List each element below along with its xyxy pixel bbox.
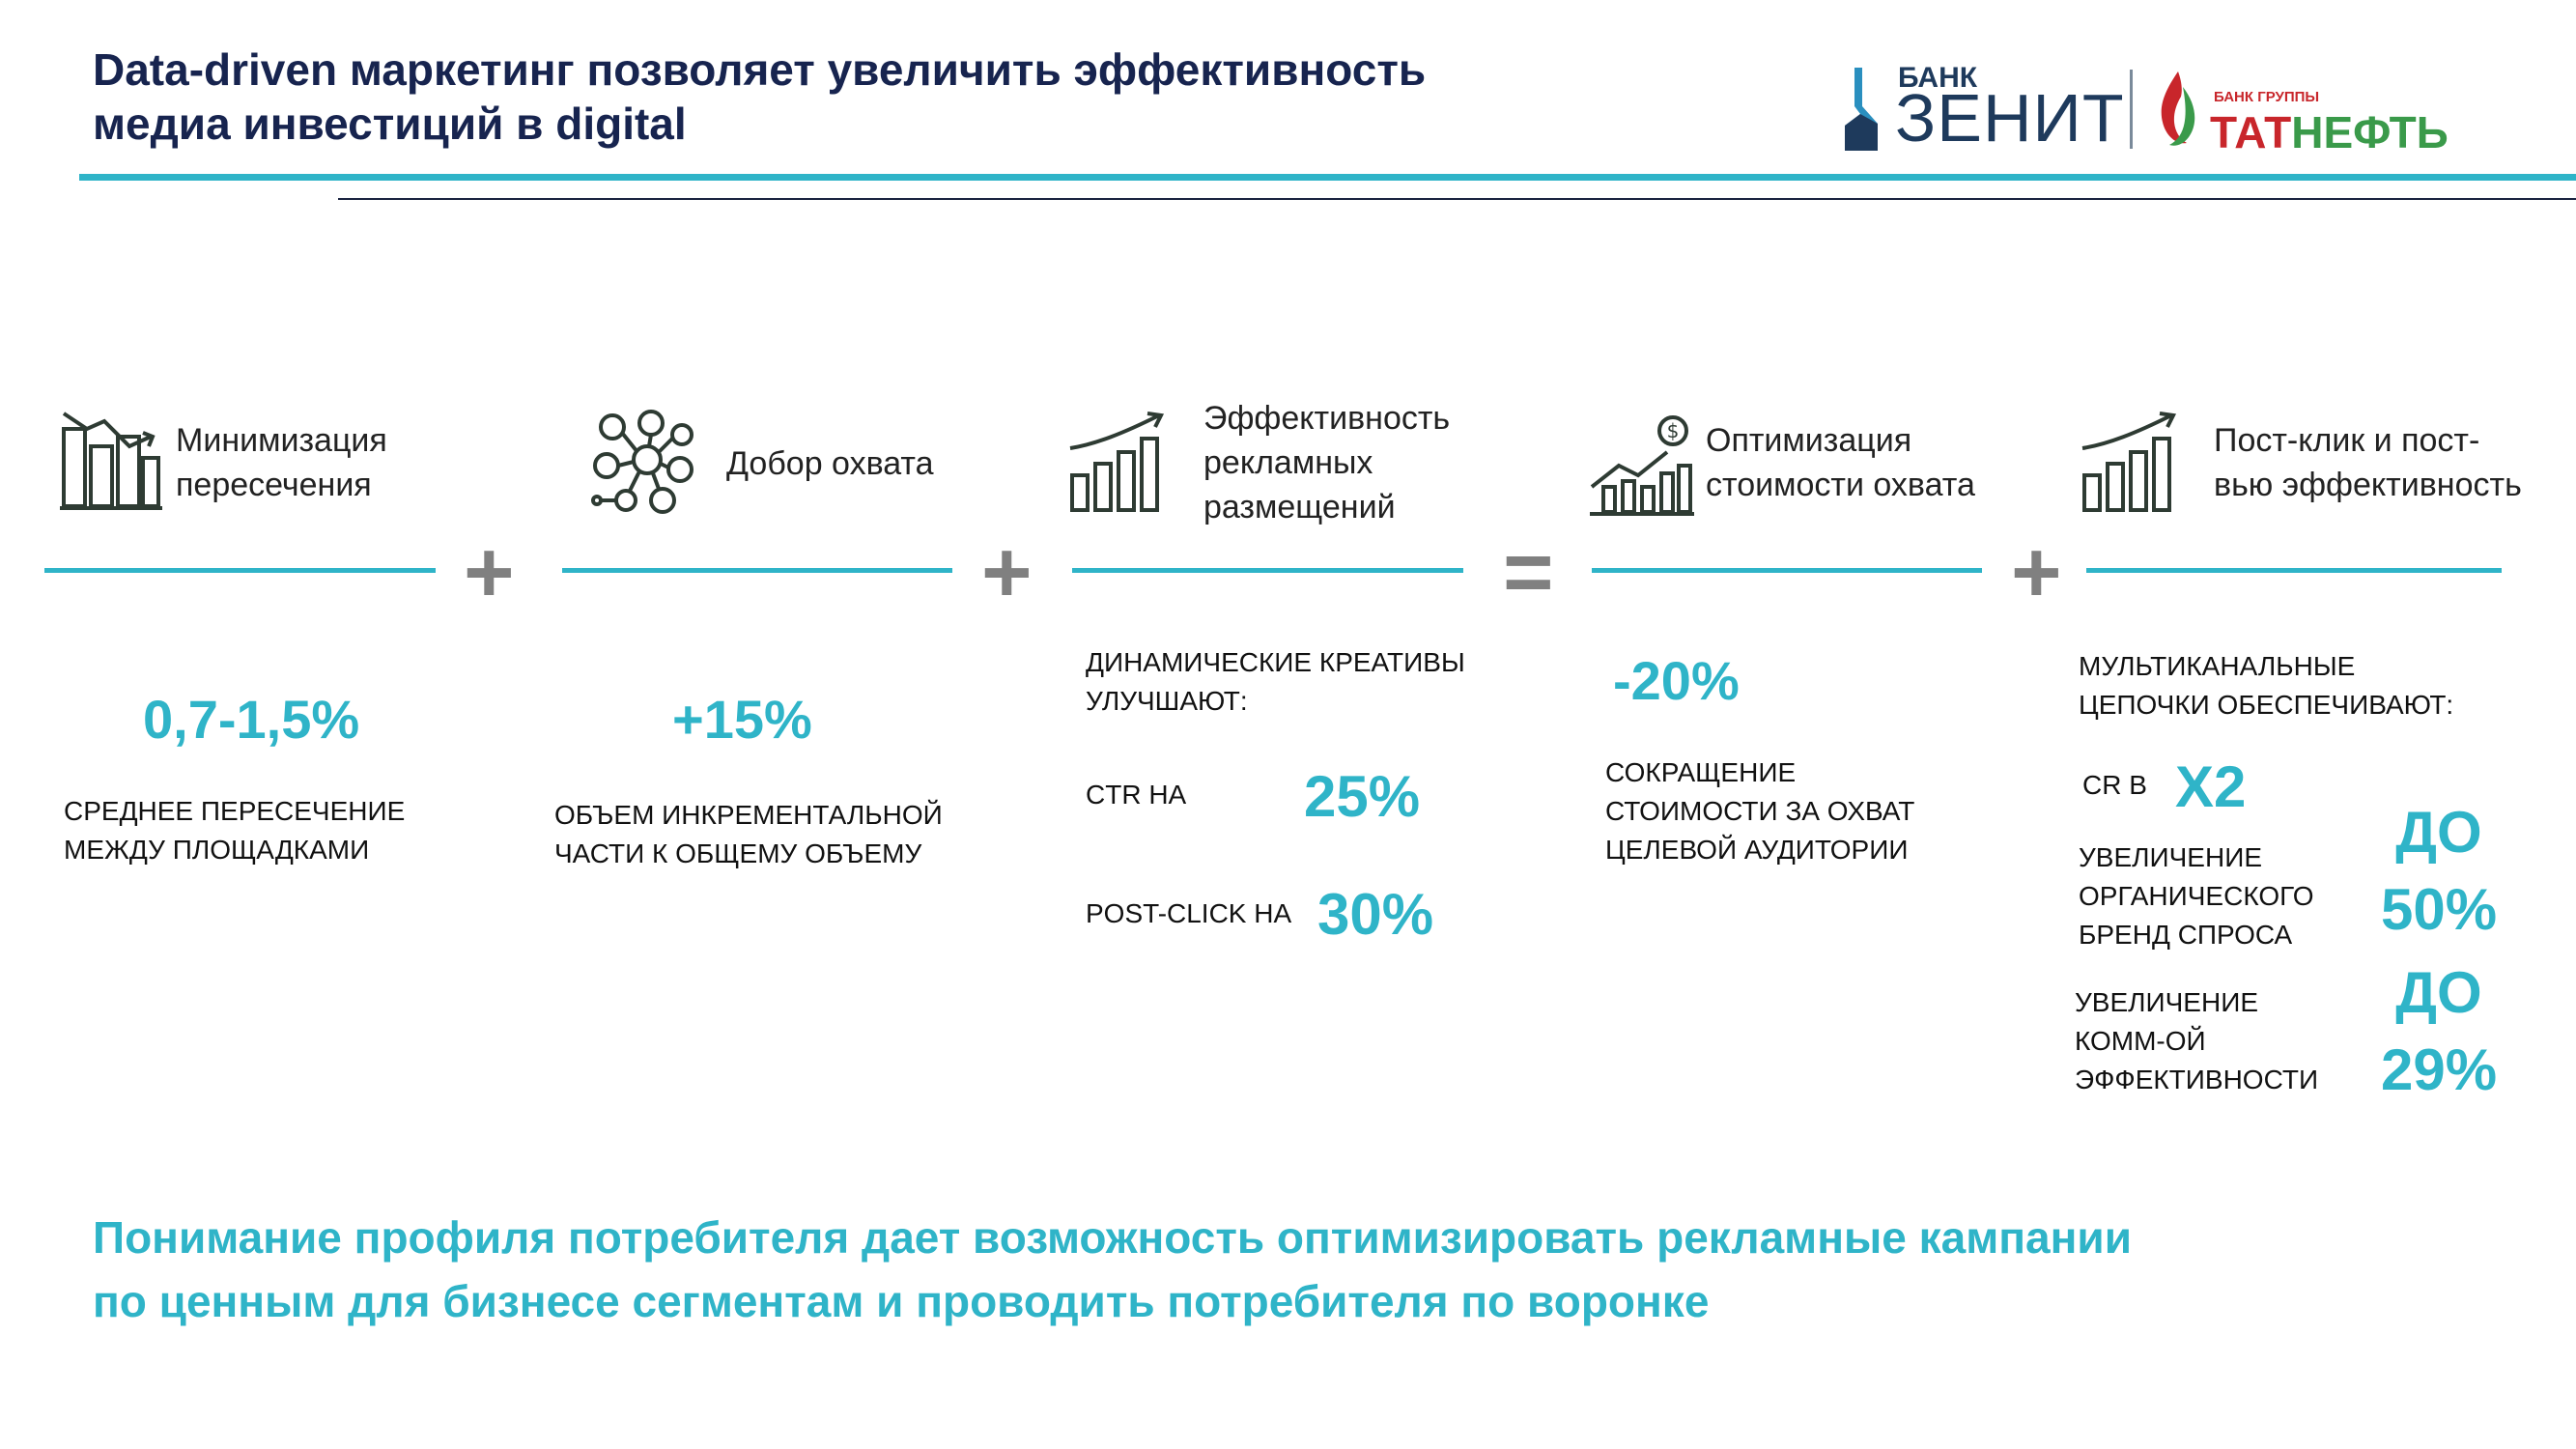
block1-caption-l2: МЕЖДУ ПЛОЩАДКАМИ [64, 835, 370, 865]
plus-operator-1: + [464, 525, 515, 621]
block5-cr-label: CR В [2082, 770, 2147, 800]
block5-organic-label: УВЕЛИЧЕНИЕ ОРГАНИЧЕСКОГО БРЕНД СПРОСА [2079, 838, 2313, 954]
block4-heading: Оптимизация стоимости охвата [1706, 418, 1975, 507]
block4-heading-l1: Оптимизация [1706, 422, 1912, 459]
page-title-line2: медиа инвестиций в digital [93, 99, 687, 149]
block3-ctr-value: 25% [1304, 764, 1421, 829]
cost-optimization-icon: $ [1590, 415, 1694, 516]
zenit-logo-small: БАНК [1898, 62, 1978, 94]
block5-commercial-l2: КОММ-ОЙ [2075, 1026, 2206, 1056]
block5-commercial-l1: УВЕЛИЧЕНИЕ [2075, 987, 2258, 1017]
block5-organic-l2: ОРГАНИЧЕСКОГО [2079, 881, 2314, 911]
footer-line1: Понимание профиля потребителя дает возмо… [93, 1212, 2132, 1263]
block4-caption-l1: СОКРАЩЕНИЕ [1605, 757, 1797, 787]
block3-heading-l1: Эффективность [1203, 400, 1451, 437]
plus-operator-2: + [981, 525, 1033, 621]
block5-commercial-l3: ЭФФЕКТИВНОСТИ [2075, 1065, 2319, 1094]
block3-heading: Эффективность рекламных размещений [1203, 396, 1450, 529]
page-title-line1: Data-driven маркетинг позволяет увеличит… [93, 44, 1427, 95]
tatneft-logo-text: ТАТНЕФТЬ [2210, 108, 2449, 156]
block1-heading: Минимизация пересечения [176, 418, 387, 507]
block4-heading-l2: стоимости охвата [1706, 467, 1975, 503]
block2-heading-l1: Добор охвата [726, 445, 934, 482]
block5-divider [2086, 568, 2502, 573]
block5-commercial-value-l2: 29% [2380, 1037, 2498, 1102]
block5-organic-l3: БРЕНД СПРОСА [2079, 920, 2293, 950]
block3-postclick-label: POST-CLICK НА [1086, 898, 1292, 928]
block5-organic-value-l2: 50% [2380, 877, 2498, 942]
block5-caption-l2: ЦЕПОЧКИ ОБЕСПЕЧИВАЮТ: [2079, 690, 2454, 720]
zenit-logo-mark-icon [1845, 68, 1878, 151]
growth-chart-icon [2081, 412, 2177, 512]
block1-caption: СРЕДНЕЕ ПЕРЕСЕЧЕНИЕ МЕЖДУ ПЛОЩАДКАМИ [64, 792, 405, 869]
block1-heading-l2: пересечения [176, 467, 372, 503]
block3-heading-l3: размещений [1203, 489, 1396, 526]
logo-separator [2130, 70, 2133, 149]
block2-value: +15% [672, 689, 812, 750]
equals-operator: = [1503, 525, 1554, 621]
header-divider [79, 174, 2576, 181]
block3-divider [1072, 568, 1463, 573]
block1-heading-l1: Минимизация [176, 422, 387, 459]
block3-postclick-value: 30% [1317, 882, 1434, 947]
block1-value: 0,7-1,5% [143, 689, 360, 750]
footer-line2: по ценным для бизнесе сегментам и провод… [93, 1276, 1710, 1326]
block5-organic-l1: УВЕЛИЧЕНИЕ [2079, 842, 2262, 872]
block3-caption-l2: УЛУЧШАЮТ: [1086, 686, 1248, 716]
svg-text:$: $ [1667, 419, 1680, 442]
block4-divider [1592, 568, 1982, 573]
block2-caption-l1: ОБЪЕМ ИНКРЕМЕНТАЛЬНОЙ [554, 800, 943, 830]
block4-caption-l2: СТОИМОСТИ ЗА ОХВАТ [1605, 796, 1915, 826]
tatneft-logo-red: ТАТ [2210, 107, 2292, 157]
tatneft-logo-small: БАНК ГРУППЫ [2214, 89, 2320, 105]
block5-commercial-value: ДО 29% [2376, 954, 2502, 1109]
audience-network-icon [591, 410, 694, 514]
block5-heading-l1: Пост-клик и пост- [2214, 422, 2480, 459]
growth-chart-icon [1069, 412, 1165, 512]
block1-divider [44, 568, 436, 573]
block4-caption: СОКРАЩЕНИЕ СТОИМОСТИ ЗА ОХВАТ ЦЕЛЕВОЙ АУ… [1605, 753, 1914, 869]
footer-statement: Понимание профиля потребителя дает возмо… [93, 1206, 2459, 1333]
block3-caption: ДИНАМИЧЕСКИЕ КРЕАТИВЫ УЛУЧШАЮТ: [1086, 643, 1465, 721]
zenit-logo-text: ЗЕНИТ [1895, 80, 2125, 156]
block4-value: -20% [1613, 650, 1740, 711]
block5-commercial-value-l1: ДО [2395, 960, 2482, 1025]
page-title: Data-driven маркетинг позволяет увеличит… [93, 43, 1638, 151]
block5-heading: Пост-клик и пост- вью эффективность [2214, 418, 2522, 507]
block3-heading-l2: рекламных [1203, 444, 1373, 481]
block5-caption-l1: МУЛЬТИКАНАЛЬНЫЕ [2079, 651, 2356, 681]
tatneft-logo-green: НЕФТЬ [2291, 107, 2449, 157]
block5-cr-value: X2 [2175, 754, 2247, 819]
block3-caption-l1: ДИНАМИЧЕСКИЕ КРЕАТИВЫ [1086, 647, 1465, 677]
block3-ctr-label: CTR НА [1086, 780, 1187, 810]
header-thin-divider [338, 198, 2576, 200]
tatneft-drop-icon [2161, 71, 2195, 146]
block2-heading: Добор охвата [726, 441, 934, 486]
block4-caption-l3: ЦЕЛЕВОЙ АУДИТОРИИ [1605, 835, 1909, 865]
block5-caption: МУЛЬТИКАНАЛЬНЫЕ ЦЕПОЧКИ ОБЕСПЕЧИВАЮТ: [2079, 647, 2453, 724]
block5-organic-value-l1: ДО [2395, 800, 2482, 865]
block2-caption: ОБЪЕМ ИНКРЕМЕНТАЛЬНОЙ ЧАСТИ К ОБЩЕМУ ОБЪ… [554, 796, 943, 873]
plus-operator-3: + [2011, 525, 2062, 621]
block5-commercial-label: УВЕЛИЧЕНИЕ КОММ-ОЙ ЭФФЕКТИВНОСТИ [2075, 983, 2318, 1099]
block5-organic-value: ДО 50% [2376, 794, 2502, 949]
block2-divider [562, 568, 952, 573]
block1-caption-l1: СРЕДНЕЕ ПЕРЕСЕЧЕНИЕ [64, 796, 406, 826]
bar-chart-decline-icon [60, 412, 162, 510]
block2-caption-l2: ЧАСТИ К ОБЩЕМУ ОБЪЕМУ [554, 838, 922, 868]
block5-heading-l2: вью эффективность [2214, 467, 2522, 503]
